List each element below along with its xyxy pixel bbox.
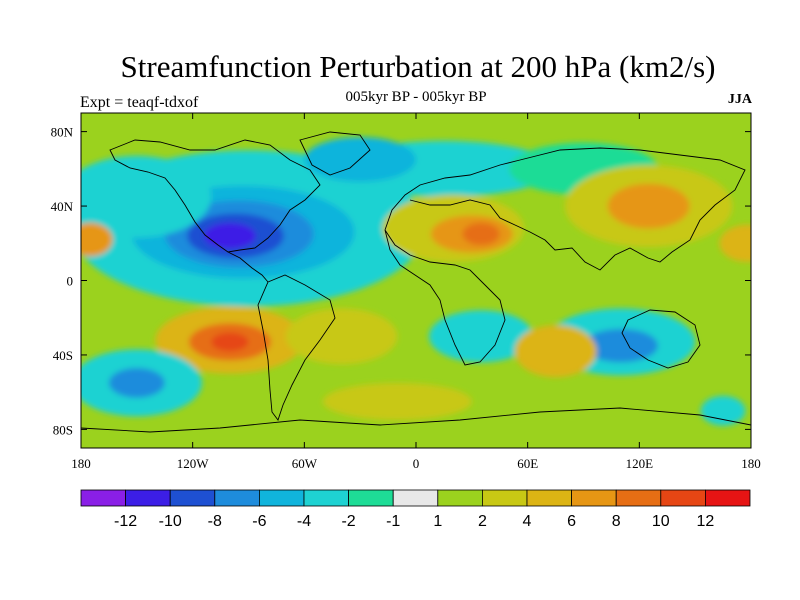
field-blob xyxy=(322,382,472,421)
coast-antarctica xyxy=(81,407,751,433)
coast-asia xyxy=(409,147,746,271)
colorbar-label: -1 xyxy=(386,513,400,530)
colorbar-swatch xyxy=(481,489,528,507)
colorbar-swatch xyxy=(169,489,216,507)
colorbar-label: 10 xyxy=(652,513,670,530)
colorbar-label: 4 xyxy=(523,513,532,530)
colorbar-label: -2 xyxy=(341,513,355,530)
colorbar-label: -10 xyxy=(159,513,182,530)
colorbar-label: 1 xyxy=(433,513,442,530)
field-blob xyxy=(211,332,249,352)
coastlines xyxy=(81,131,751,433)
colorbar-swatch xyxy=(571,489,617,507)
coast-north-america xyxy=(109,139,321,253)
lat-tick-label: 40N xyxy=(51,199,74,214)
lon-tick-label: 60E xyxy=(517,456,538,471)
colorbar-swatch xyxy=(615,489,662,507)
lat-tick-label: 40S xyxy=(53,348,73,363)
field-blob xyxy=(108,367,165,398)
colorbar: -12 -10 -8 -6 -4 -2 -1 1 2 4 6 8 10 12 xyxy=(80,489,751,530)
season-label: JJA xyxy=(727,92,752,107)
field-blob xyxy=(719,224,751,262)
field-blob xyxy=(607,183,690,229)
lon-tick-label: 180 xyxy=(71,456,91,471)
coast-australia xyxy=(621,309,701,369)
colorbar-swatch xyxy=(348,489,394,507)
field-contours xyxy=(81,137,751,426)
coast-africa xyxy=(384,229,506,366)
map-axes: 80N 40N 0 40S 80S 180 120W 60W 0 60E 120E 180 xyxy=(51,113,761,471)
field-blob xyxy=(203,222,256,249)
lat-tick-label: 80S xyxy=(53,422,73,437)
colorbar-swatch xyxy=(258,489,305,507)
map-title: Streamfunction Perturbation at 200 hPa (… xyxy=(120,49,716,84)
lon-tick-label: 0 xyxy=(413,456,420,471)
experiment-label: Expt = teaqf-tdxof xyxy=(80,94,199,111)
colorbar-label: -12 xyxy=(114,513,137,530)
colorbar-swatch xyxy=(660,489,706,507)
field-blob xyxy=(304,137,416,182)
colorbar-label: -6 xyxy=(252,513,266,530)
colorbar-swatch xyxy=(214,489,260,507)
lon-tick-label: 120E xyxy=(626,456,654,471)
lon-tick-label: 120W xyxy=(177,456,210,471)
colorbar-swatch xyxy=(80,489,126,507)
colorbar-label: 2 xyxy=(478,513,487,530)
map-subtitle: 005kyr BP - 005kyr BP xyxy=(345,89,487,105)
colorbar-label: 6 xyxy=(567,513,576,530)
field-blob xyxy=(700,395,746,426)
coast-europe xyxy=(384,159,521,231)
coast-central-america xyxy=(227,251,269,283)
colorbar-swatch xyxy=(705,489,751,507)
field-blob xyxy=(462,222,500,246)
lat-tick-label: 0 xyxy=(67,274,74,289)
colorbar-swatch xyxy=(303,489,349,507)
field-blob xyxy=(429,310,534,363)
colorbar-swatch xyxy=(526,489,572,507)
coast-greenland xyxy=(299,131,371,176)
field-blob xyxy=(514,325,597,378)
colorbar-label: 12 xyxy=(697,513,715,530)
map-plot-area xyxy=(81,113,751,448)
field-blob xyxy=(81,222,113,257)
colorbar-swatch xyxy=(437,489,483,507)
coast-south-america xyxy=(257,274,336,421)
colorbar-label: -4 xyxy=(297,513,311,530)
lon-tick-label: 180 xyxy=(741,456,761,471)
colorbar-label: -8 xyxy=(208,513,222,530)
lat-tick-label: 80N xyxy=(51,125,74,140)
colorbar-swatch xyxy=(125,489,171,507)
lon-tick-label: 60W xyxy=(292,456,318,471)
colorbar-label: 8 xyxy=(612,513,621,530)
field-blob xyxy=(81,155,212,238)
field-blob xyxy=(285,308,398,365)
colorbar-swatch xyxy=(392,489,439,507)
